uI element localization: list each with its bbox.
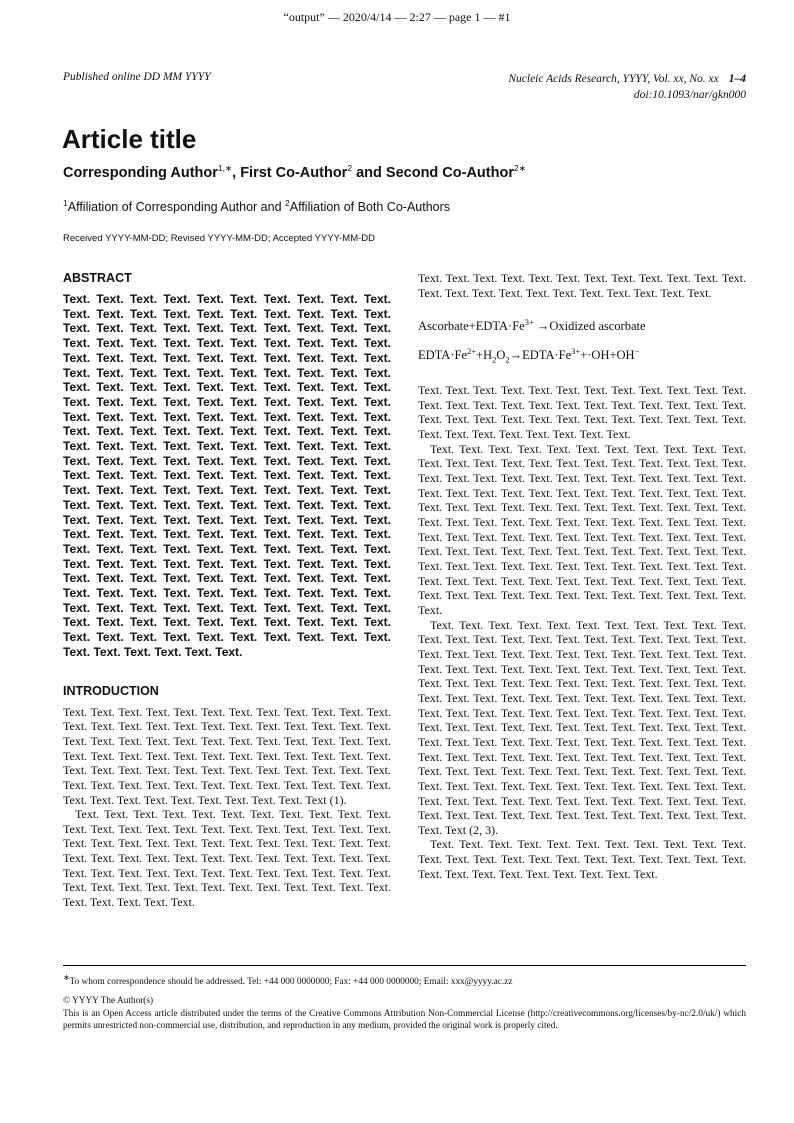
author-separator: and (352, 164, 386, 181)
footnote-rule (63, 965, 746, 966)
author-name: First Co-Author (240, 164, 348, 181)
author-affil-mark: 2 (347, 163, 353, 173)
article-title: Article title (62, 124, 197, 154)
equations: Ascorbate+EDTA·Fe3+ →Oxidized ascorbate … (418, 310, 746, 373)
paragraph-continued: Text. Text. Text. Text. Text. Text. Text… (418, 271, 746, 300)
paragraph: Text. Text. Text. Text. Text. Text. Text… (418, 383, 746, 442)
right-column: Text. Text. Text. Text. Text. Text. Text… (418, 271, 746, 881)
author-list: Corresponding Author1,∗, First Co-Author… (63, 163, 526, 181)
copyright: © YYYY The Author(s) (63, 996, 154, 1006)
footnote-mark: ∗ (63, 973, 70, 982)
affil-text: Affiliation of Corresponding Author and (67, 200, 286, 215)
paragraph: Text. Text. Text. Text. Text. Text. Text… (63, 704, 391, 807)
author-affil-mark: 2∗ (513, 163, 526, 173)
affil-mark: 1 (63, 198, 68, 208)
affil-text: Affiliation of Both Co-Authors (289, 200, 451, 215)
abstract-heading: ABSTRACT (63, 271, 132, 285)
introduction-heading: INTRODUCTION (63, 683, 159, 698)
paragraph: Text. Text. Text. Text. Text. Text. Text… (418, 837, 746, 881)
author-affil-mark: 1,∗ (217, 163, 233, 173)
affil-mark: 2 (285, 198, 290, 208)
paragraph: Text. Text. Text. Text. Text. Text. Text… (63, 807, 391, 910)
running-header: “output” — 2020/4/14 — 2:27 — page 1 — #… (283, 10, 511, 24)
left-column: ABSTRACT Text. Text. Text. Text. Text. T… (63, 271, 391, 910)
affiliations: 1Affiliation of Corresponding Author and… (63, 198, 450, 214)
equation-1: Ascorbate+EDTA·Fe3+ →Oxidized ascorbate (418, 317, 646, 334)
published-date: Published online DD MM YYYY (63, 71, 211, 83)
footnote-text: To whom correspondence should be address… (69, 977, 513, 988)
equation-2: EDTA·Fe2++H2O2→EDTA·Fe3++·OH+OH− (418, 346, 640, 366)
received-dates: Received YYYY-MM-DD; Revised YYYY-MM-DD;… (63, 233, 376, 244)
paragraph: Text. Text. Text. Text. Text. Text. Text… (418, 617, 746, 837)
author-separator: , (232, 164, 241, 181)
journal-citation: Nucleic Acids Research, YYYY, Vol. xx, N… (508, 73, 719, 85)
author-name: Corresponding Author (63, 164, 218, 181)
page-range: 1–4 (728, 73, 746, 85)
correspondence-footnote: ∗To whom correspondence should be addres… (63, 972, 746, 988)
abstract-text: Text. Text. Text. Text. Text. Text. Text… (63, 292, 391, 659)
journal-info: Nucleic Acids Research, YYYY, Vol. xx, N… (508, 71, 746, 103)
license-text: This is an Open Access article distribut… (63, 1009, 746, 1032)
author-name: Second Co-Author (385, 164, 514, 181)
paragraph: Text. Text. Text. Text. Text. Text. Text… (418, 441, 746, 617)
doi: doi:10.1093/nar/gkn000 (633, 89, 746, 101)
